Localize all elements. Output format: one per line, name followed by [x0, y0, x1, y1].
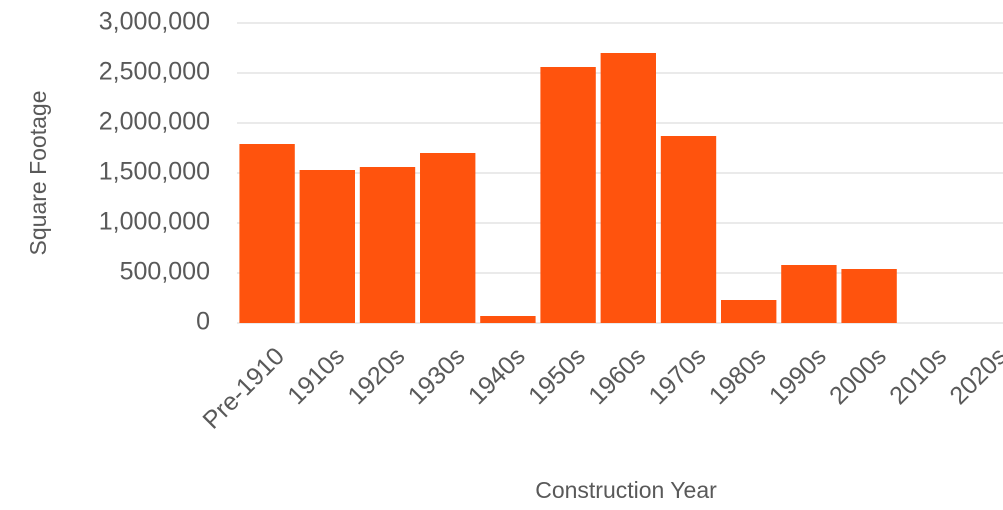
- y-tick-label: 2,500,000: [99, 58, 210, 86]
- x-tick-label: 2010s: [884, 342, 952, 410]
- bar: [841, 269, 897, 323]
- y-axis-title: Square Footage: [25, 91, 51, 256]
- x-tick-label: 2020s: [944, 342, 1003, 410]
- x-tick-label: 1960s: [583, 342, 651, 410]
- bar: [540, 67, 596, 323]
- y-tick-label: 1,500,000: [99, 158, 210, 186]
- x-tick-label: 1970s: [643, 342, 711, 410]
- bar: [660, 136, 717, 323]
- y-tick-label: 1,000,000: [99, 208, 210, 236]
- bar: [299, 170, 355, 323]
- bar: [239, 144, 295, 323]
- bar: [420, 153, 476, 323]
- x-tick-label: 1990s: [764, 342, 832, 410]
- bar: [781, 265, 837, 323]
- y-tick-label: 0: [196, 308, 210, 336]
- x-tick-label: 1930s: [403, 342, 471, 410]
- x-tick-label: Pre-1910: [197, 342, 290, 435]
- x-tick-label: 1950s: [523, 342, 591, 410]
- x-tick-label: 1910s: [282, 342, 350, 410]
- y-tick-label: 3,000,000: [99, 8, 210, 36]
- bar: [721, 300, 777, 323]
- y-tick-label: 500,000: [120, 258, 210, 286]
- x-tick-label: 1980s: [704, 342, 772, 410]
- x-tick-label: 2000s: [824, 342, 892, 410]
- bar: [359, 167, 416, 323]
- x-axis-title: Construction Year: [535, 477, 717, 503]
- y-tick-label: 2,000,000: [99, 108, 210, 136]
- bar: [480, 316, 536, 323]
- x-tick-label: 1920s: [342, 342, 410, 410]
- x-tick-label: 1940s: [463, 342, 531, 410]
- bar: [600, 53, 656, 323]
